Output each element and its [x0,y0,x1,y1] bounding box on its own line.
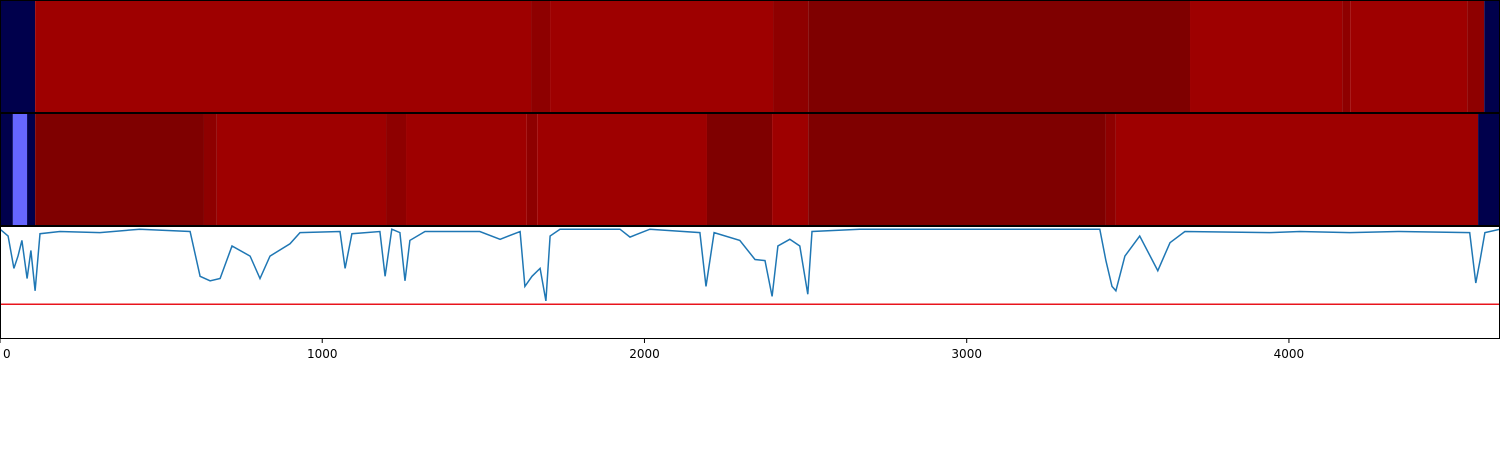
heat-cell [1190,1,1343,113]
heat-cell [537,114,707,226]
line-series [0,228,1500,302]
heat-cell [1467,1,1485,113]
heat-cell [27,114,36,226]
heat-cell [216,114,387,226]
heat-cell [808,114,1106,226]
heat-cell [772,114,809,226]
heat-cell [706,114,773,226]
heat-cell [203,114,217,226]
heat-cell [550,1,774,113]
heat-cell [1342,1,1351,113]
x-tick-label: 2000 [629,347,660,361]
heat-cell [12,114,28,226]
heat-cell [1484,1,1500,113]
heat-cell [35,1,532,113]
heat-cell [0,1,36,113]
heat-cell [526,114,538,226]
heat-cell [773,1,809,113]
x-tick-label: 3000 [951,347,982,361]
heat-cell [808,1,1191,113]
panel-frame [0,226,1500,339]
heat-cell [35,114,204,226]
x-tick-label: 1000 [307,347,338,361]
heat-cell [406,114,527,226]
x-tick-label: 0 [3,347,11,361]
heat-cell [531,1,551,113]
heat-cell [1115,114,1479,226]
x-tick-label: 4000 [1274,347,1305,361]
heat-cell [1478,114,1500,226]
heat-cell [0,114,13,226]
heat-cell [1350,1,1468,113]
heat-cell [386,114,407,226]
heat-cell [1105,114,1116,226]
